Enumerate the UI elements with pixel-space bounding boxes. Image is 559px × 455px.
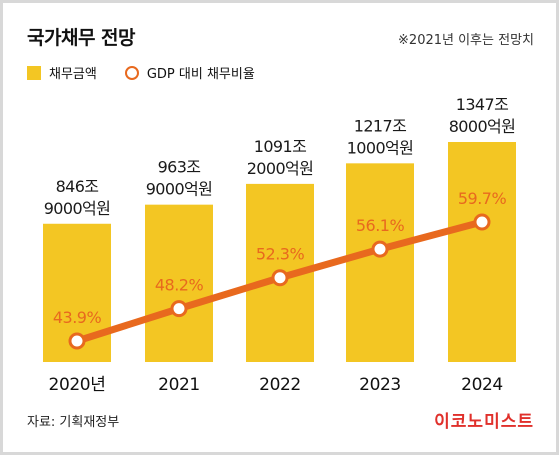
bar-value-label: 963조 bbox=[158, 158, 201, 177]
brand-logo: 이코노미스트 bbox=[434, 412, 534, 432]
legend-line-swatch bbox=[124, 65, 139, 80]
legend-bar-label: 채무금액 bbox=[49, 67, 97, 82]
legend-bar-swatch bbox=[27, 65, 41, 80]
bar-value-label: 1347조 bbox=[456, 95, 508, 114]
ratio-label: 48.2% bbox=[155, 276, 204, 295]
bar-value-label: 8000억원 bbox=[449, 117, 516, 136]
forecast-note: ※2021년 이후는 전망치 bbox=[398, 33, 534, 48]
ratio-point bbox=[170, 300, 188, 318]
legend: 채무금액 GDP 대비 채무비율 bbox=[27, 63, 255, 82]
ratio-point bbox=[371, 240, 389, 258]
ratio-label: 52.3% bbox=[256, 245, 305, 264]
ratio-point bbox=[271, 269, 289, 287]
source-text: 자료: 기획재정부 bbox=[27, 415, 120, 430]
bar bbox=[448, 142, 516, 362]
bar-value-label: 1217조 bbox=[354, 116, 406, 135]
x-tick-label: 2022 bbox=[259, 375, 301, 395]
bar-value-label: 9000억원 bbox=[146, 180, 213, 199]
x-tick-label: 2023 bbox=[359, 375, 401, 395]
ratio-point bbox=[68, 332, 86, 350]
bar-value-label: 1091조 bbox=[254, 137, 306, 156]
ratio-label: 43.9% bbox=[53, 308, 102, 327]
bar bbox=[346, 163, 414, 362]
legend-line-label: GDP 대비 채무비율 bbox=[146, 67, 255, 82]
bar-value-label: 846조 bbox=[56, 177, 99, 196]
bar-value-label: 9000억원 bbox=[44, 199, 111, 218]
ratio-point bbox=[473, 213, 491, 231]
chart-title: 국가채무 전망 bbox=[27, 27, 136, 49]
bar-value-label: 1000억원 bbox=[347, 138, 414, 157]
ratio-label: 59.7% bbox=[458, 189, 507, 208]
bar bbox=[145, 204, 213, 362]
x-tick-label: 2024 bbox=[461, 375, 503, 395]
bar-value-label: 2000억원 bbox=[247, 159, 314, 178]
ratio-label: 56.1% bbox=[356, 216, 405, 235]
x-tick-label: 2021 bbox=[158, 375, 200, 395]
x-tick-label: 2020년 bbox=[49, 375, 106, 395]
